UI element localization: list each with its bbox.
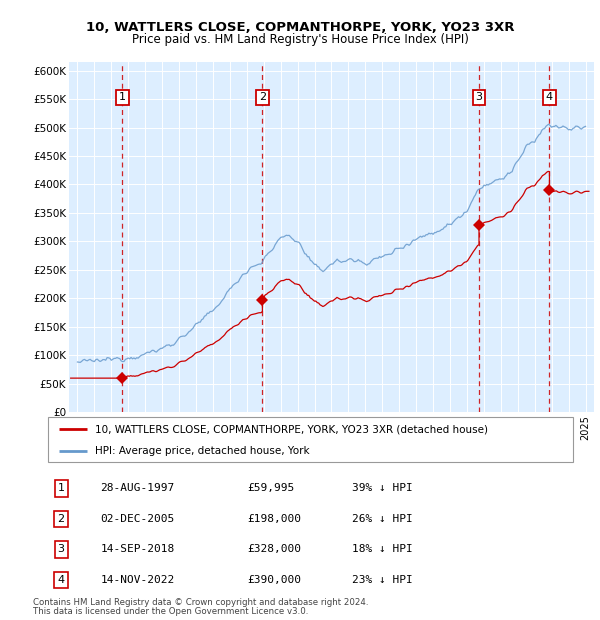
Text: £198,000: £198,000 [248, 514, 302, 524]
Text: 4: 4 [546, 92, 553, 102]
Text: 26% ↓ HPI: 26% ↓ HPI [353, 514, 413, 524]
Text: 02-DEC-2005: 02-DEC-2005 [101, 514, 175, 524]
Text: 1: 1 [58, 484, 65, 494]
Text: £328,000: £328,000 [248, 544, 302, 554]
Text: £59,995: £59,995 [248, 484, 295, 494]
Text: HPI: Average price, detached house, York: HPI: Average price, detached house, York [95, 446, 310, 456]
Text: 2: 2 [259, 92, 266, 102]
Text: Price paid vs. HM Land Registry's House Price Index (HPI): Price paid vs. HM Land Registry's House … [131, 33, 469, 45]
Text: 23% ↓ HPI: 23% ↓ HPI [353, 575, 413, 585]
Text: 1: 1 [119, 92, 126, 102]
Text: 10, WATTLERS CLOSE, COPMANTHORPE, YORK, YO23 3XR (detached house): 10, WATTLERS CLOSE, COPMANTHORPE, YORK, … [95, 424, 488, 435]
Text: 14-NOV-2022: 14-NOV-2022 [101, 575, 175, 585]
Text: 4: 4 [58, 575, 65, 585]
Text: 28-AUG-1997: 28-AUG-1997 [101, 484, 175, 494]
Text: 18% ↓ HPI: 18% ↓ HPI [353, 544, 413, 554]
Text: 3: 3 [476, 92, 482, 102]
Text: This data is licensed under the Open Government Licence v3.0.: This data is licensed under the Open Gov… [33, 608, 308, 616]
Text: Contains HM Land Registry data © Crown copyright and database right 2024.: Contains HM Land Registry data © Crown c… [33, 598, 368, 607]
Text: £390,000: £390,000 [248, 575, 302, 585]
Text: 14-SEP-2018: 14-SEP-2018 [101, 544, 175, 554]
Text: 39% ↓ HPI: 39% ↓ HPI [353, 484, 413, 494]
FancyBboxPatch shape [48, 417, 573, 462]
Text: 2: 2 [58, 514, 65, 524]
Text: 10, WATTLERS CLOSE, COPMANTHORPE, YORK, YO23 3XR: 10, WATTLERS CLOSE, COPMANTHORPE, YORK, … [86, 22, 514, 34]
Text: 3: 3 [58, 544, 65, 554]
